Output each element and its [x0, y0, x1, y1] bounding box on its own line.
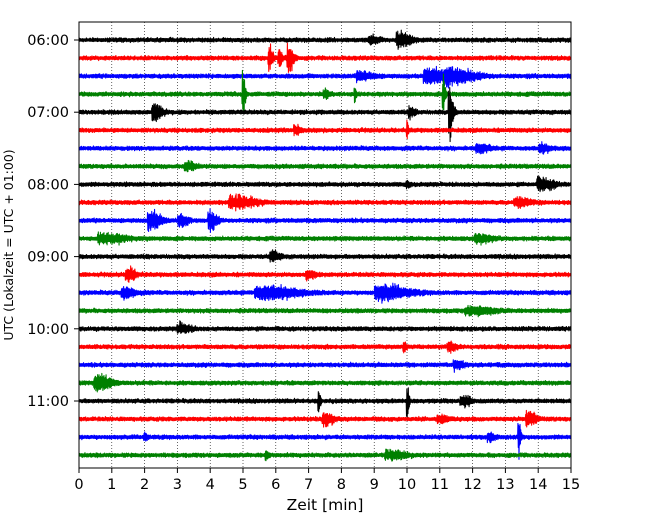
trace-0900 [78, 249, 572, 263]
x-tick-label-0: 0 [74, 477, 83, 493]
x-tick-label-11: 11 [431, 477, 449, 493]
trace-1115 [78, 409, 572, 428]
y-tick-label-0800: 08:00 [27, 177, 69, 193]
x-tick-label-15: 15 [562, 477, 580, 493]
y-tick-label-1100: 11:00 [27, 394, 69, 410]
x-tick-label-9: 9 [370, 477, 379, 493]
x-tick-label-8: 8 [337, 477, 346, 493]
x-tick-label-5: 5 [238, 477, 247, 493]
trace-0615 [78, 42, 572, 73]
y-tick-label-0900: 09:00 [27, 250, 69, 266]
trace-0715 [78, 119, 572, 140]
x-tick-label-2: 2 [140, 477, 149, 493]
trace-0845 [78, 231, 572, 246]
x-tick-label-6: 6 [271, 477, 280, 493]
y-tick-label-0600: 06:00 [27, 33, 69, 49]
trace-0830 [78, 208, 572, 233]
trace-1015 [78, 340, 572, 354]
y-axis-ticks: 06:00 07:00 08:00 09:00 10:00 11:00 [27, 33, 79, 410]
trace-0700 [78, 87, 572, 143]
trace-1130 [78, 422, 572, 460]
trace-0800 [78, 175, 572, 193]
x-tick-label-13: 13 [496, 477, 514, 493]
trace-0730 [78, 141, 572, 155]
x-tick-label-1: 1 [107, 477, 116, 493]
trace-0600 [78, 29, 572, 50]
x-tick-label-7: 7 [304, 477, 313, 493]
trace-0630 [78, 65, 572, 89]
trace-0815 [78, 193, 572, 212]
y-tick-label-1000: 10:00 [27, 322, 69, 338]
trace-1030 [78, 359, 572, 373]
x-tick-label-14: 14 [529, 477, 547, 493]
x-tick-label-10: 10 [398, 477, 416, 493]
trace-1145 [78, 448, 572, 462]
x-tick-label-12: 12 [463, 477, 481, 493]
x-tick-label-4: 4 [206, 477, 215, 493]
x-tick-label-3: 3 [173, 477, 182, 493]
trace-0945 [78, 304, 572, 318]
y-tick-label-0700: 07:00 [27, 105, 69, 121]
x-axis-ticks: 0 1 2 3 4 5 6 7 8 9 10 11 12 13 14 15 [74, 468, 580, 493]
trace-1045 [78, 372, 572, 393]
trace-0745 [78, 159, 572, 173]
x-axis-label: Zeit [min] [287, 496, 364, 514]
trace-0645 [78, 69, 572, 113]
plot-frame [78, 21, 572, 469]
trace-1000 [78, 320, 572, 335]
trace-1100 [78, 387, 572, 418]
y-axis-label: UTC (Lokalzeit = UTC + 01:00) [1, 149, 16, 340]
grid-lines [111, 22, 539, 468]
trace-0915 [78, 265, 572, 283]
trace-0930 [78, 282, 572, 304]
seismic-traces [78, 29, 572, 462]
